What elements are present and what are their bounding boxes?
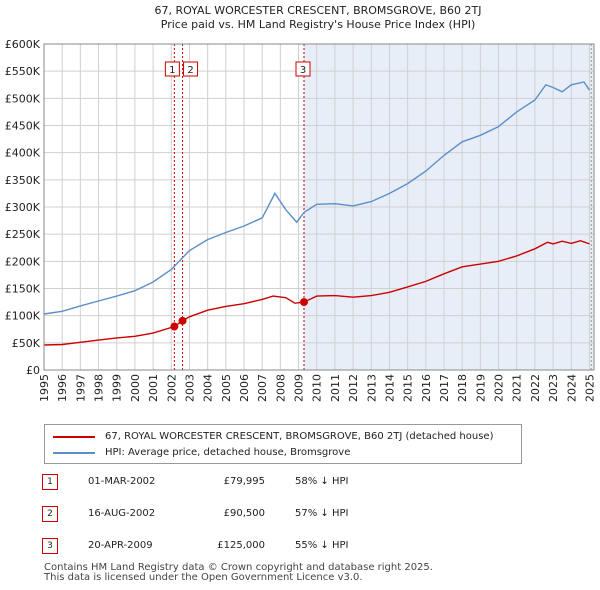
x-tick-label: 2018	[456, 374, 469, 402]
x-tick-label: 2005	[220, 374, 233, 402]
x-tick-label: 2006	[238, 374, 251, 402]
y-tick-label: £100K	[5, 310, 41, 323]
y-tick-label: £50K	[12, 337, 41, 350]
y-tick-label: £0	[26, 364, 40, 377]
x-tick-label: 2012	[347, 374, 360, 402]
x-tick-label: 2004	[202, 374, 215, 402]
x-tick-label: 2010	[311, 374, 324, 402]
y-tick-label: £550K	[5, 65, 41, 78]
property-series-line	[43, 239, 590, 346]
x-tick-label: 2002	[165, 374, 178, 402]
x-tick-label: 2020	[493, 374, 506, 402]
sale-number-badge: 3	[42, 538, 58, 554]
sale-number-badge: 2	[42, 506, 58, 522]
sale-hpi-diff: 55% ↓ HPI	[295, 540, 349, 551]
x-tick-label: 1998	[93, 374, 106, 402]
sale-point-marker	[300, 298, 308, 307]
y-tick-label: £500K	[5, 92, 41, 105]
legend-swatch-property	[53, 436, 95, 438]
x-tick-label: 1996	[56, 374, 69, 402]
y-tick-label: £300K	[5, 201, 41, 214]
sale-flag-label: 3	[300, 65, 306, 76]
footer-attribution: Contains HM Land Registry data © Crown c…	[44, 563, 433, 583]
y-tick-label: £200K	[5, 255, 41, 268]
sale-flag-label: 1	[169, 65, 175, 76]
x-tick-label: 2021	[511, 374, 524, 402]
sale-flag-box	[164, 61, 180, 77]
x-tick-label: 2014	[383, 374, 396, 402]
sale-point-marker	[170, 322, 179, 331]
x-tick-label: 2000	[129, 374, 142, 402]
x-tick-label: 2016	[420, 374, 433, 402]
legend-swatch-hpi	[53, 452, 95, 454]
chart-legend: 67, ROYAL WORCESTER CRESCENT, BROMSGROVE…	[44, 424, 522, 464]
chart-subtitle: Price paid vs. HM Land Registry's House …	[161, 18, 476, 31]
sale-flag-box	[295, 61, 311, 77]
y-tick-label: £250K	[5, 228, 41, 241]
sale-price: £125,000	[217, 540, 265, 551]
y-tick-label: £150K	[5, 283, 41, 296]
x-tick-label: 2008	[274, 374, 287, 402]
sale-number-badge: 1	[42, 474, 58, 490]
legend-label-property: 67, ROYAL WORCESTER CRESCENT, BROMSGROVE…	[105, 431, 494, 442]
x-tick-label: 2015	[402, 374, 415, 402]
legend-label-hpi: HPI: Average price, detached house, Brom…	[105, 447, 351, 458]
x-tick-label: 2025	[583, 374, 596, 402]
sale-date: 20-APR-2009	[88, 540, 153, 551]
x-tick-label: 1995	[38, 374, 51, 402]
sale-price: £90,500	[223, 508, 265, 519]
x-tick-label: 2013	[365, 374, 378, 402]
x-tick-label: 2024	[565, 374, 578, 402]
chart-title: 67, ROYAL WORCESTER CRESCENT, BROMSGROVE…	[154, 4, 481, 17]
sale-row: 1 01-MAR-2002 £79,995 58% ↓ HPI	[40, 472, 560, 492]
sale-hpi-diff: 57% ↓ HPI	[295, 508, 349, 519]
sale-flag-box	[183, 61, 199, 77]
sale-flag-label: 2	[187, 65, 193, 76]
y-tick-label: £450K	[5, 120, 41, 133]
footer-line-copyright: Contains HM Land Registry data © Crown c…	[44, 562, 433, 573]
plot-frame	[43, 43, 595, 371]
x-tick-label: 2007	[256, 374, 269, 402]
footer-line-licence: This data is licensed under the Open Gov…	[44, 572, 363, 583]
price-chart: 67, ROYAL WORCESTER CRESCENT, BROMSGROVE…	[5, 4, 597, 402]
x-tick-label: 2011	[329, 374, 342, 402]
x-tick-label: 2009	[293, 374, 306, 402]
x-tick-label: 2001	[147, 374, 160, 402]
x-tick-label: 2023	[547, 374, 560, 402]
sale-price: £79,995	[223, 476, 265, 487]
sale-point-marker	[178, 316, 187, 325]
x-tick-label: 2022	[529, 374, 542, 402]
sale-hpi-diff: 58% ↓ HPI	[295, 476, 349, 487]
x-tick-label: 2017	[438, 374, 451, 402]
y-tick-label: £350K	[5, 174, 41, 187]
sale-date: 16-AUG-2002	[88, 508, 156, 519]
hpi-series-line	[43, 81, 591, 315]
x-tick-label: 1997	[74, 374, 87, 402]
sale-date: 01-MAR-2002	[88, 476, 156, 487]
y-tick-label: £400K	[5, 147, 41, 160]
sale-row: 2 16-AUG-2002 £90,500 57% ↓ HPI	[40, 504, 560, 524]
y-tick-label: £600K	[5, 38, 41, 51]
x-tick-label: 2003	[183, 374, 196, 402]
x-tick-label: 1999	[111, 374, 124, 402]
sale-row: 3 20-APR-2009 £125,000 55% ↓ HPI	[40, 536, 560, 556]
x-tick-label: 2019	[474, 374, 487, 402]
